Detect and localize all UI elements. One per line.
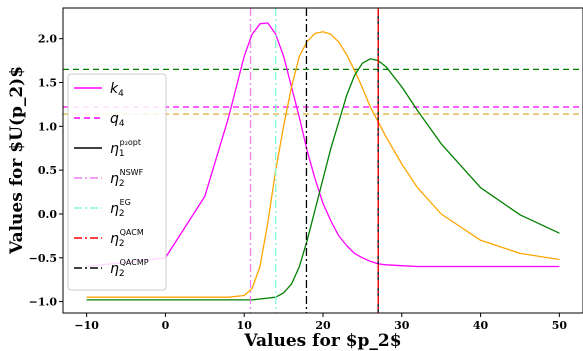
x-tick-label: 0 xyxy=(162,319,170,332)
series-line-f2 xyxy=(86,31,560,298)
x-axis: −10 0 10 20 30 40 50 xyxy=(74,313,567,332)
series-line-f3 xyxy=(86,58,560,301)
y-tick-label: 1.0 xyxy=(38,120,57,133)
legend-label: k4 xyxy=(110,81,124,99)
legend: k4 q4 η1p₂opt η2NSWF η2EG η2QACM η2QACMP xyxy=(67,73,167,291)
legend-label: q4 xyxy=(110,111,125,129)
legend-item: q4 xyxy=(74,111,125,129)
legend-item: η2QACM xyxy=(74,228,144,249)
x-tick-label: 40 xyxy=(473,319,489,332)
y-tick-label: 0.0 xyxy=(38,208,57,221)
legend-label: η2NSWF xyxy=(110,168,144,189)
y-tick-label: −1.0 xyxy=(29,296,58,309)
x-axis-label: Values for $p_2$ xyxy=(243,331,401,351)
x-tick-label: 30 xyxy=(394,319,410,332)
y-axis-label: Values for $U(p_2)$ xyxy=(7,66,27,255)
legend-item: η2EG xyxy=(74,198,131,219)
x-tick-label: 10 xyxy=(237,319,253,332)
y-tick-label: −0.5 xyxy=(29,252,57,265)
legend-item: η2QACMP xyxy=(74,258,149,279)
legend-label: η2QACM xyxy=(110,228,144,249)
legend-item: η1p₂opt xyxy=(74,138,141,159)
y-tick-label: 2.0 xyxy=(38,33,57,46)
x-tick-label: −10 xyxy=(74,319,99,332)
legend-box xyxy=(67,73,167,291)
y-tick-label: 1.5 xyxy=(38,76,57,89)
legend-item: η2NSWF xyxy=(74,168,144,189)
legend-item: k4 xyxy=(74,81,124,99)
plot-lines xyxy=(63,8,583,313)
legend-label: η1p₂opt xyxy=(110,138,141,159)
series-line-k4 xyxy=(86,22,560,268)
y-axis: −1.0 −0.5 0.0 0.5 1.0 1.5 2.0 xyxy=(29,33,63,309)
y-tick-label: 0.5 xyxy=(38,164,57,177)
legend-label: η2QACMP xyxy=(110,258,149,279)
legend-label: η2EG xyxy=(110,198,131,219)
x-tick-label: 20 xyxy=(315,319,331,332)
x-tick-label: 50 xyxy=(552,319,568,332)
